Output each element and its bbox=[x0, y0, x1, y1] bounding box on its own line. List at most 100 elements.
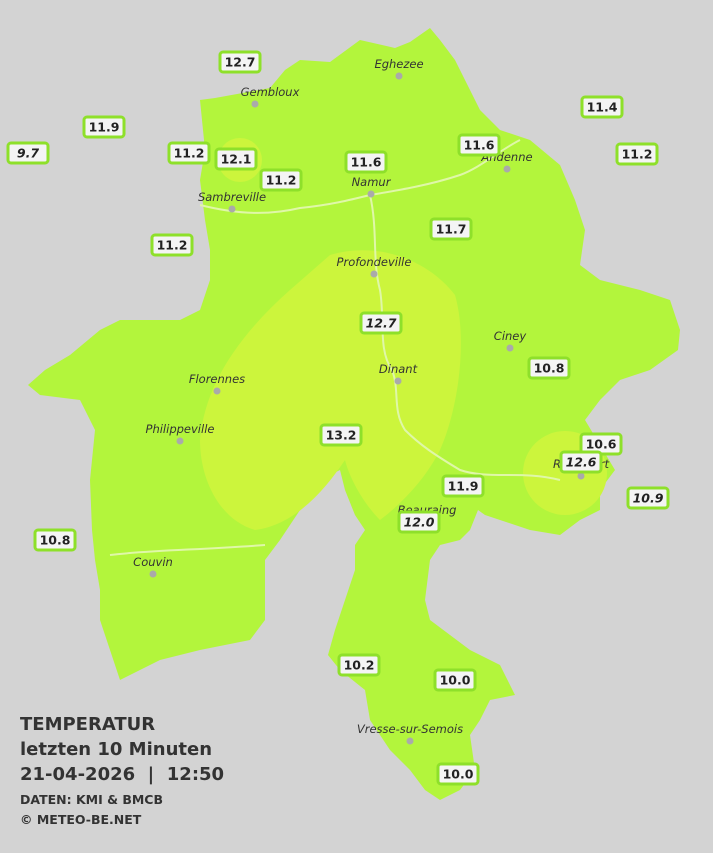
city-label: Florennes bbox=[189, 372, 245, 386]
station-value: 11.2 bbox=[266, 173, 297, 188]
station: 11.6 bbox=[344, 150, 388, 174]
station: 10.2 bbox=[337, 653, 381, 677]
legend-title: TEMPERATUR bbox=[20, 714, 155, 735]
city-label: Vresse-sur-Semois bbox=[357, 722, 463, 736]
station-value: 10.9 bbox=[633, 491, 664, 506]
legend-title: 21-04-2026 | 12:50 bbox=[20, 764, 224, 785]
station: 12.7 bbox=[359, 311, 403, 335]
station-value: 11.7 bbox=[436, 222, 467, 237]
station: 12.6 bbox=[559, 450, 603, 474]
station-value: 11.9 bbox=[89, 120, 120, 135]
station-value: 10.0 bbox=[440, 673, 471, 688]
station-box bbox=[344, 150, 388, 174]
station-value: 11.2 bbox=[157, 238, 188, 253]
station-box bbox=[429, 217, 473, 241]
city-label: Eghezee bbox=[374, 57, 423, 71]
station-value: 11.2 bbox=[622, 147, 653, 162]
station-value: 10.2 bbox=[344, 658, 375, 673]
station: 10.8 bbox=[527, 356, 571, 380]
city-label: Dinant bbox=[379, 362, 418, 376]
station: 9.7 bbox=[6, 141, 50, 165]
station-box bbox=[359, 311, 403, 335]
station-box bbox=[167, 141, 211, 165]
station-box bbox=[441, 474, 485, 498]
station-box bbox=[337, 653, 381, 677]
legend-title: letzten 10 Minuten bbox=[20, 739, 212, 760]
city-label: Gembloux bbox=[241, 85, 300, 99]
station-box bbox=[319, 423, 363, 447]
city-dot bbox=[176, 437, 184, 445]
station-box bbox=[457, 133, 501, 157]
city-dot bbox=[503, 165, 511, 173]
station: 12.0 bbox=[397, 510, 441, 534]
station-box bbox=[214, 147, 258, 171]
credit: DATEN: KMI & BMCB bbox=[20, 792, 163, 807]
station: 11.2 bbox=[167, 141, 211, 165]
station: 12.1 bbox=[214, 147, 258, 171]
station: 12.7 bbox=[218, 50, 262, 74]
city-dot bbox=[506, 344, 514, 352]
station-box bbox=[82, 115, 126, 139]
city-label: Philippeville bbox=[146, 422, 215, 436]
station-value: 11.9 bbox=[448, 479, 479, 494]
city-label: Ciney bbox=[494, 329, 527, 343]
station-value: 12.0 bbox=[404, 515, 435, 530]
station-value: 11.2 bbox=[174, 146, 205, 161]
city-dot bbox=[251, 100, 259, 108]
station-value: 12.7 bbox=[366, 316, 397, 331]
station-value: 12.7 bbox=[225, 55, 256, 70]
credit: © METEO-BE.NET bbox=[20, 812, 142, 827]
station-value: 10.8 bbox=[534, 361, 565, 376]
station: 11.2 bbox=[150, 233, 194, 257]
station-value: 11.4 bbox=[587, 100, 618, 115]
city-dot bbox=[395, 72, 403, 80]
station-value: 13.2 bbox=[326, 428, 357, 443]
station-box bbox=[615, 142, 659, 166]
city-label: Couvin bbox=[133, 555, 173, 569]
station: 10.9 bbox=[626, 486, 670, 510]
station: 11.4 bbox=[580, 95, 624, 119]
city-dot bbox=[367, 190, 375, 198]
city-dot bbox=[370, 270, 378, 278]
station-value: 12.1 bbox=[221, 152, 252, 167]
station-box bbox=[580, 95, 624, 119]
station: 11.2 bbox=[615, 142, 659, 166]
city-label: Sambreville bbox=[198, 190, 266, 204]
station-box bbox=[6, 141, 50, 165]
station-value: 10.6 bbox=[586, 437, 617, 452]
city-dot bbox=[406, 737, 414, 745]
city-dot bbox=[394, 377, 402, 385]
station: 11.9 bbox=[441, 474, 485, 498]
station-box bbox=[150, 233, 194, 257]
station-box bbox=[397, 510, 441, 534]
station: 10.6 bbox=[579, 432, 623, 456]
station-value: 10.8 bbox=[40, 533, 71, 548]
station-value: 11.6 bbox=[464, 138, 495, 153]
station-box bbox=[433, 668, 477, 692]
station: 13.2 bbox=[319, 423, 363, 447]
station-value: 9.7 bbox=[17, 146, 39, 161]
station-value: 11.6 bbox=[351, 155, 382, 170]
city-dot bbox=[577, 472, 585, 480]
station: 10.0 bbox=[436, 762, 480, 786]
city-label: Namur bbox=[352, 175, 392, 189]
station: 11.9 bbox=[82, 115, 126, 139]
station: 11.7 bbox=[429, 217, 473, 241]
city-dot bbox=[149, 570, 157, 578]
station-box bbox=[559, 450, 603, 474]
station-box bbox=[218, 50, 262, 74]
station-box bbox=[33, 528, 77, 552]
station-box bbox=[626, 486, 670, 510]
station: 11.6 bbox=[457, 133, 501, 157]
station-value: 10.0 bbox=[443, 767, 474, 782]
station: 11.2 bbox=[259, 168, 303, 192]
station: 10.8 bbox=[33, 528, 77, 552]
city-dot bbox=[213, 387, 221, 395]
station-box bbox=[527, 356, 571, 380]
city-label: Profondeville bbox=[337, 255, 412, 269]
station: 10.0 bbox=[433, 668, 477, 692]
city-dot bbox=[228, 205, 236, 213]
station-box bbox=[436, 762, 480, 786]
station-value: 12.6 bbox=[566, 455, 597, 470]
